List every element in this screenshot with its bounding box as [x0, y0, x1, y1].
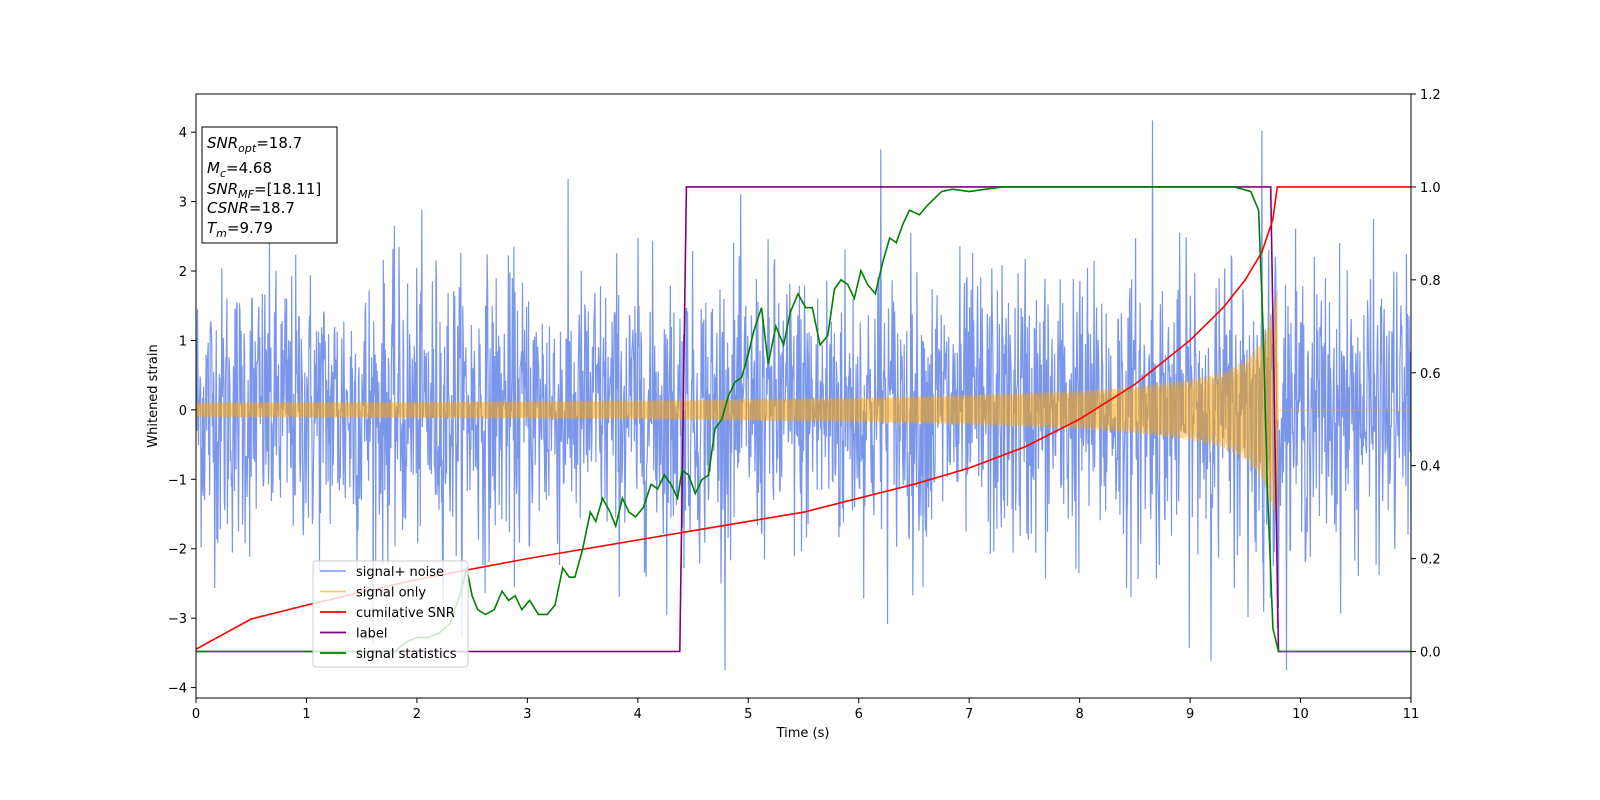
signal-noise-series — [196, 120, 1411, 671]
x-axis-label: Time (s) — [776, 726, 830, 741]
info-snr-mf: SNRMF=[18.11] — [207, 180, 321, 201]
signal-statistics-line — [196, 186, 1411, 653]
x-tick-label: 8 — [1075, 707, 1083, 722]
y-right-tick-label: 1.2 — [1420, 88, 1441, 103]
y-left-tick-label: −3 — [168, 612, 187, 627]
signal-only-line — [196, 290, 1411, 522]
x-tick-label: 7 — [965, 707, 973, 722]
y-left-tick-label: −2 — [168, 543, 187, 558]
x-tick-label: 10 — [1292, 707, 1309, 722]
y-right-tick-label: 1.0 — [1420, 181, 1441, 196]
info-box: SNRopt=18.7 Mc=4.68 SNRMF=[18.11] CSNR=1… — [201, 126, 338, 244]
plot-area — [196, 120, 1411, 671]
info-snr-opt: SNRopt=18.7 — [207, 134, 302, 155]
signal-only-series — [196, 290, 1411, 522]
y-left-tick-label: 2 — [179, 265, 187, 280]
legend-entry: signal+ noise — [356, 565, 444, 580]
y-left-tick-label: −4 — [168, 682, 187, 697]
y-right-tick-label: 0.6 — [1420, 367, 1441, 382]
x-tick-label: 4 — [634, 707, 642, 722]
legend-entry: label — [356, 627, 387, 642]
y-axis-right: 0.0 0.2 0.4 0.6 0.8 1.0 1.2 — [1411, 88, 1441, 661]
info-tm: Tm=9.79 — [207, 219, 273, 240]
x-tick-label: 5 — [744, 707, 752, 722]
x-tick-label: 6 — [855, 707, 863, 722]
legend: signal+ noise signal only cumilative SNR la… — [312, 560, 469, 668]
y-left-tick-label: 0 — [179, 404, 187, 419]
legend-frame — [312, 560, 469, 668]
x-axis: 0 1 2 3 4 5 6 7 8 9 10 11 — [192, 698, 1419, 722]
y-right-tick-label: 0.0 — [1420, 646, 1441, 661]
info-box-frame — [201, 126, 338, 244]
info-csnr: CSNR=18.7 — [207, 199, 295, 217]
x-tick-label: 1 — [302, 707, 310, 722]
y-right-tick-label: 0.8 — [1420, 274, 1441, 289]
x-tick-label: 2 — [413, 707, 421, 722]
x-tick-label: 3 — [523, 707, 531, 722]
y-right-tick-label: 0.4 — [1420, 460, 1441, 475]
y-left-tick-label: 4 — [179, 126, 187, 141]
info-mc: Mc=4.68 — [207, 159, 272, 180]
y-left-tick-label: 3 — [179, 196, 187, 211]
x-tick-label: 11 — [1403, 707, 1420, 722]
legend-entry: signal only — [356, 586, 426, 601]
x-tick-label: 0 — [192, 707, 200, 722]
y-left-tick-label: 1 — [179, 334, 187, 349]
signal-noise-line — [196, 120, 1411, 671]
x-tick-label: 9 — [1186, 707, 1194, 722]
y-left-tick-label: −1 — [168, 473, 187, 488]
legend-entry: cumilative SNR — [356, 606, 455, 621]
cumulative-snr-line — [196, 186, 1411, 650]
legend-entry: signal statistics — [356, 647, 457, 662]
line-series-group — [196, 186, 1411, 653]
axes-frame — [195, 93, 1412, 699]
y-axis-left: −4 −3 −2 −1 0 1 2 3 4 — [168, 126, 196, 697]
y-axis-label: Whitened strain — [146, 344, 161, 447]
y-right-tick-label: 0.2 — [1420, 553, 1441, 568]
